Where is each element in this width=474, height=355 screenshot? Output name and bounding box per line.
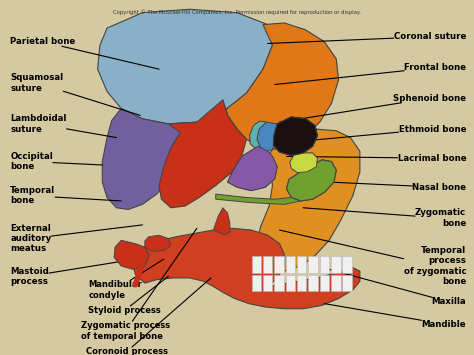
Polygon shape [273,117,318,155]
Polygon shape [159,100,246,208]
Text: Parietal bone: Parietal bone [10,37,159,69]
Polygon shape [102,109,197,209]
Bar [297,256,307,273]
Bar [252,275,261,291]
Bar [263,256,273,273]
Text: Lambdoidal
suture: Lambdoidal suture [10,114,117,138]
Text: Nasal bone: Nasal bone [294,180,466,192]
Text: Ethmoid bone: Ethmoid bone [284,125,466,143]
Text: Coronoid process: Coronoid process [86,278,211,355]
Bar [309,275,318,291]
Text: Mastoid
process: Mastoid process [10,259,136,286]
Text: Lacrimal bone: Lacrimal bone [287,154,466,163]
Polygon shape [290,153,318,173]
Bar [252,256,261,273]
Polygon shape [216,194,301,204]
Polygon shape [256,129,360,271]
Bar [297,275,307,291]
Text: Occipital
bone: Occipital bone [10,152,102,171]
Bar [309,256,318,273]
Text: Coronal suture: Coronal suture [268,32,466,43]
Polygon shape [250,121,266,148]
Polygon shape [228,146,277,191]
Polygon shape [98,9,273,124]
Polygon shape [290,153,318,173]
Polygon shape [114,240,150,269]
Bar [319,275,329,291]
Text: External
auditory
meatus: External auditory meatus [10,224,143,253]
Text: Zygomatic
bone: Zygomatic bone [303,208,466,228]
Bar [331,275,340,291]
Text: Frontal bone: Frontal bone [275,63,466,84]
Bar [263,275,273,291]
Text: Squamosal
suture: Squamosal suture [10,73,140,115]
Bar [286,275,295,291]
Text: Temporal
bone: Temporal bone [10,186,121,206]
Bar [319,256,329,273]
Polygon shape [250,121,266,148]
Polygon shape [132,228,360,309]
Polygon shape [213,208,230,235]
Bar [274,275,284,291]
Text: Mandibular
condyle: Mandibular condyle [88,259,164,300]
Text: Maxilla: Maxilla [329,269,466,306]
Polygon shape [145,235,171,251]
Bar [274,256,284,273]
Polygon shape [273,117,318,155]
Bar [342,275,352,291]
Text: Sphenoid bone: Sphenoid bone [280,94,466,122]
Text: Copyright © The McGraw-Hill Companies, Inc. Permission required for reproduction: Copyright © The McGraw-Hill Companies, I… [113,9,361,15]
Polygon shape [257,122,277,151]
Polygon shape [287,160,336,201]
Text: Temporal
process
of zygomatic
bone: Temporal process of zygomatic bone [280,230,466,286]
Bar [342,256,352,273]
Polygon shape [273,117,318,155]
Bar [286,256,295,273]
Polygon shape [287,160,336,201]
Polygon shape [223,23,338,149]
Text: Mandible: Mandible [324,304,466,329]
Text: Styloid process: Styloid process [88,276,168,315]
Bar [331,256,340,273]
Polygon shape [257,122,277,151]
Text: Zygomatic process
of temporal bone: Zygomatic process of temporal bone [81,228,197,341]
Polygon shape [228,146,277,191]
